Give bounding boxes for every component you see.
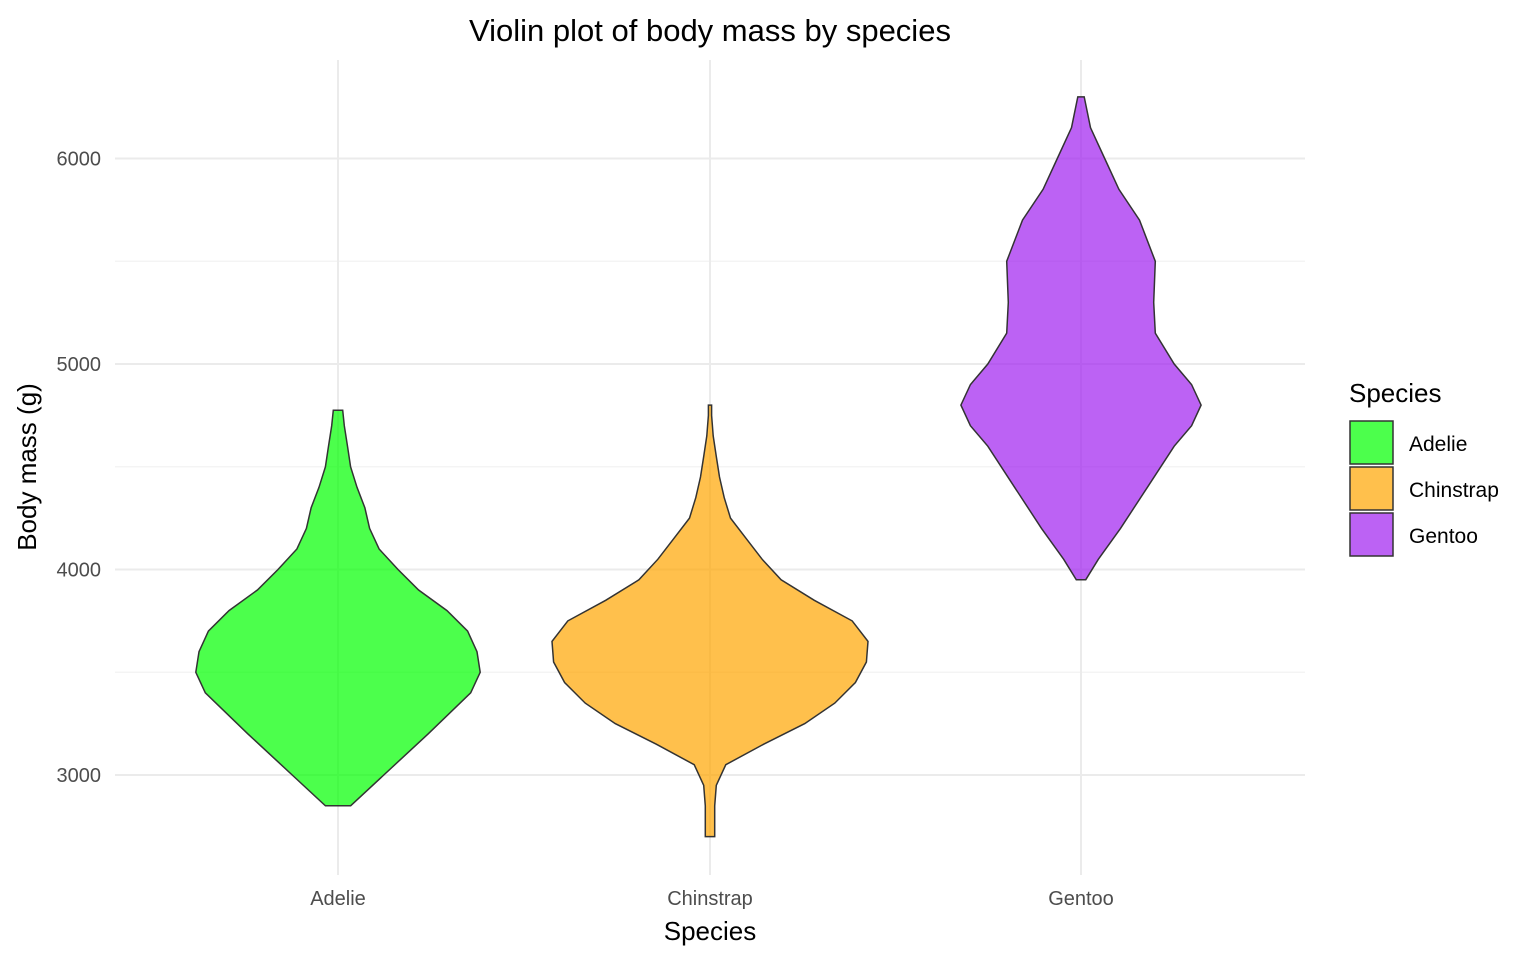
violin-gentoo [960,96,1202,581]
legend-swatch-gentoo [1349,512,1394,557]
y-tick-label: 3000 [57,765,102,787]
legend-swatch-adelie [1349,420,1394,465]
y-axis-title: Body mass (g) [12,383,42,551]
x-tick-label: Adelie [310,888,366,910]
y-tick-label: 4000 [57,560,102,582]
legend-label-gentoo: Gentoo [1409,525,1478,548]
violin-adelie [195,409,481,807]
y-tick-label: 6000 [57,149,102,171]
y-tick-label: 5000 [57,354,102,376]
x-axis-ticks: Adelie Chinstrap Gentoo [310,888,1114,910]
chart-title: Violin plot of body mass by species [469,13,951,48]
x-tick-label: Gentoo [1048,888,1114,910]
legend-swatch-chinstrap [1349,466,1394,511]
legend-label-adelie: Adelie [1409,433,1467,456]
violins [195,96,1202,838]
legend-label-chinstrap: Chinstrap [1409,479,1499,502]
violin-chinstrap [551,404,869,838]
y-axis-ticks: 3000 4000 5000 6000 [57,149,102,788]
legend: Species Adelie Chinstrap Gentoo [1349,378,1499,557]
x-axis-title: Species [664,916,757,946]
legend-items: Adelie Chinstrap Gentoo [1349,420,1499,557]
x-tick-label: Chinstrap [667,888,753,910]
legend-title: Species [1349,378,1442,408]
